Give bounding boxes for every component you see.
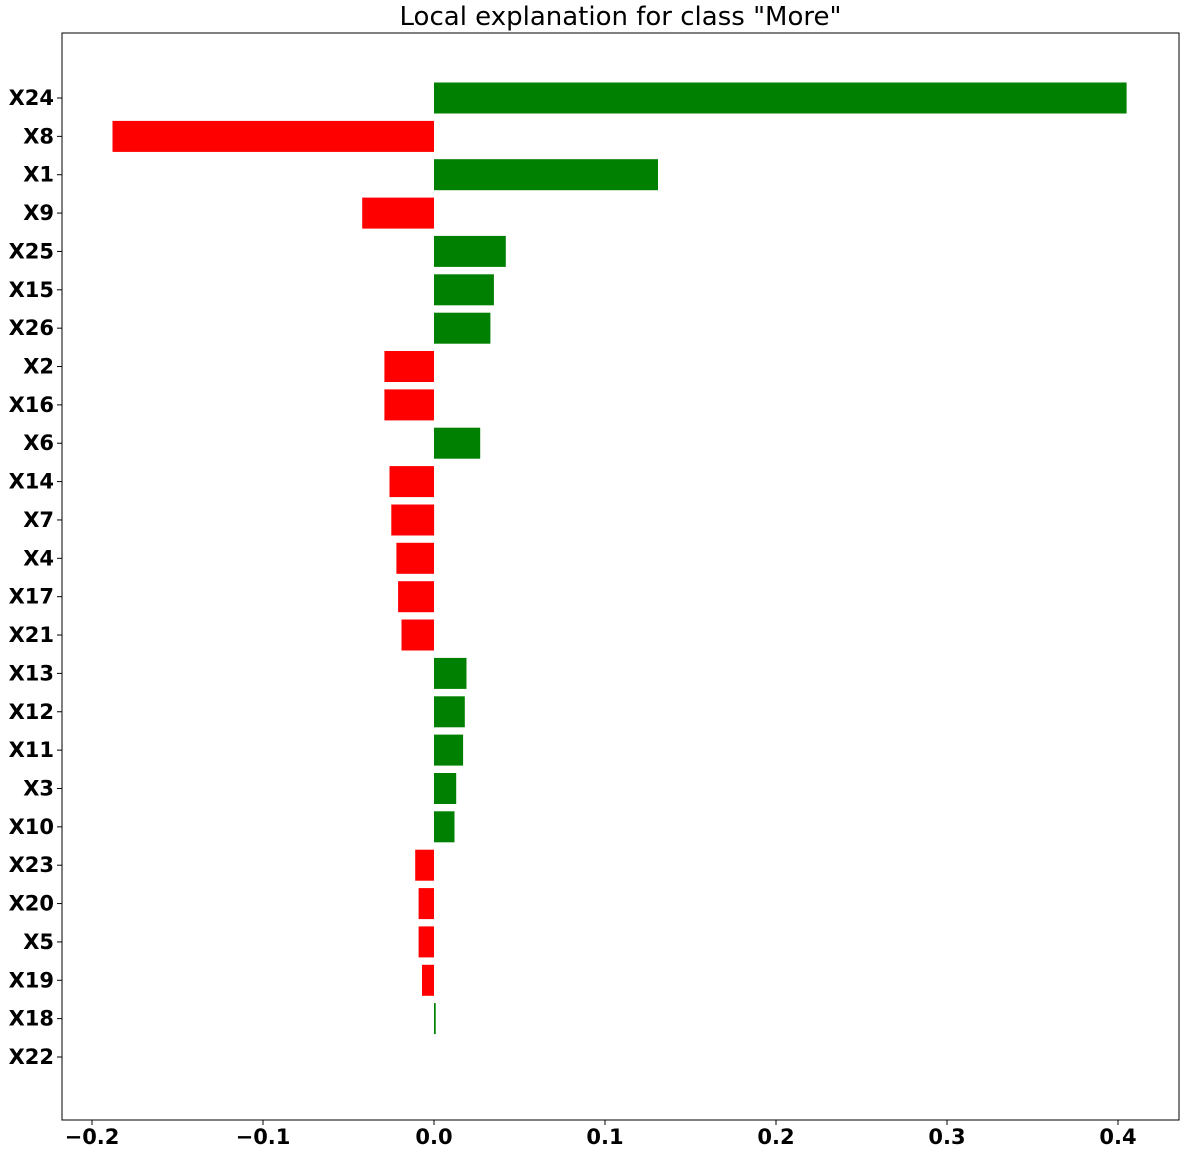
- y-tick-label: X3: [23, 776, 54, 800]
- x-tick-label: −0.2: [65, 1125, 120, 1149]
- bar-x26: [434, 312, 491, 344]
- y-tick-label: X15: [9, 278, 54, 302]
- x-tick-label: 0.1: [586, 1125, 623, 1149]
- bar-x5: [418, 926, 434, 958]
- bar-x3: [434, 773, 457, 804]
- bar-x16: [384, 389, 434, 421]
- bar-x10: [434, 811, 455, 843]
- y-tick-label: X5: [23, 930, 54, 954]
- y-axis-ticks: X24 X8 X1 X9 X25 X15 X26 X2 X16 X6 X14 X7 X4 X17 X21 X1…: [9, 86, 62, 1069]
- y-tick-label: X10: [9, 815, 54, 839]
- bar-x6: [434, 427, 481, 459]
- y-tick-label: X21: [9, 623, 54, 647]
- bar-x20: [418, 888, 434, 920]
- y-tick-label: X13: [9, 661, 54, 685]
- bar-x18: [434, 1003, 436, 1035]
- bar-x25: [434, 235, 506, 267]
- y-tick-label: X24: [9, 86, 54, 110]
- y-tick-label: X19: [9, 968, 54, 992]
- bar-x7: [391, 504, 435, 536]
- bar-x8: [112, 120, 434, 152]
- x-tick-label: −0.1: [236, 1125, 291, 1149]
- y-tick-label: X7: [23, 508, 54, 532]
- bar-x9: [362, 197, 434, 229]
- y-tick-label: X1: [23, 163, 54, 187]
- chart-title: Local explanation for class "More": [399, 2, 842, 32]
- bar-x19: [422, 964, 434, 996]
- bar-x21: [401, 619, 434, 651]
- y-tick-label: X2: [23, 355, 54, 379]
- y-tick-label: X26: [9, 316, 54, 340]
- y-tick-label: X6: [23, 431, 54, 455]
- y-tick-label: X12: [9, 700, 54, 724]
- x-tick-label: 0.4: [1099, 1125, 1136, 1149]
- bar-x17: [398, 581, 434, 613]
- plot-frame: [61, 32, 1180, 1121]
- x-axis-ticks: −0.2 −0.1 0.0 0.1 0.2 0.3 0.4: [65, 1120, 1137, 1149]
- y-tick-label: X9: [23, 201, 54, 225]
- y-tick-label: X4: [23, 546, 54, 570]
- y-tick-label: X11: [9, 738, 54, 762]
- bar-x12: [434, 696, 465, 728]
- y-tick-label: X17: [9, 585, 54, 609]
- y-tick-label: X8: [23, 124, 54, 148]
- x-tick-label: 0.2: [757, 1125, 794, 1149]
- y-tick-label: X22: [9, 1045, 54, 1069]
- bar-x14: [389, 466, 434, 498]
- bar-x15: [434, 274, 494, 306]
- bar-x1: [434, 159, 658, 191]
- bar-x4: [396, 542, 434, 574]
- y-tick-label: X14: [9, 470, 54, 494]
- y-tick-label: X16: [9, 393, 54, 417]
- x-tick-label: 0.3: [928, 1125, 965, 1149]
- y-tick-label: X25: [9, 239, 54, 263]
- bar-x11: [434, 734, 464, 766]
- y-tick-label: X18: [9, 1007, 54, 1031]
- x-tick-label: 0.0: [415, 1125, 452, 1149]
- bar-x23: [415, 849, 434, 881]
- bar-x24: [434, 82, 1127, 114]
- y-tick-label: X23: [9, 853, 54, 877]
- bar-x13: [434, 657, 467, 689]
- bar-x2: [384, 351, 434, 382]
- y-tick-label: X20: [9, 892, 54, 916]
- bars-group: [112, 82, 1127, 1035]
